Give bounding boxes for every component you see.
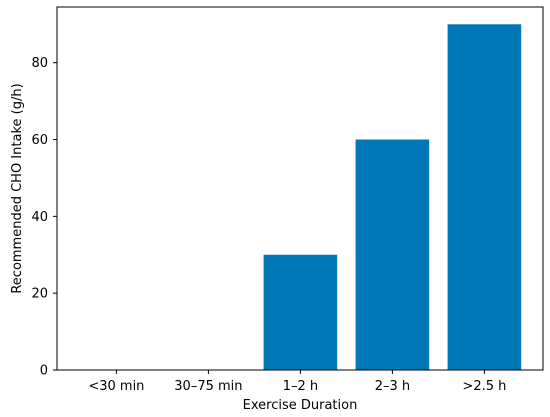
y-axis-ticks: 0 20 40 60 80 bbox=[31, 56, 57, 379]
bar-5 bbox=[447, 24, 522, 370]
y-tick-label: 80 bbox=[31, 56, 48, 71]
plot-frame bbox=[56, 6, 544, 371]
bar-4 bbox=[355, 139, 430, 370]
x-tick-label: >2.5 h bbox=[462, 379, 506, 394]
y-axis-label: Recommended CHO Intake (g/h) bbox=[10, 83, 25, 293]
bar-3 bbox=[263, 254, 338, 370]
x-tick-label: 1–2 h bbox=[283, 379, 318, 394]
x-axis-ticks: <30 min 30–75 min 1–2 h 2–3 h >2.5 h bbox=[88, 370, 506, 394]
y-tick-label: 60 bbox=[31, 133, 48, 148]
x-tick-label: 2–3 h bbox=[375, 379, 410, 394]
x-tick-label: 30–75 min bbox=[174, 379, 242, 394]
x-tick-label: <30 min bbox=[88, 379, 144, 394]
x-axis-label: Exercise Duration bbox=[243, 398, 358, 413]
y-tick-label: 0 bbox=[40, 364, 48, 379]
y-tick-label: 20 bbox=[31, 287, 48, 302]
y-tick-label: 40 bbox=[31, 210, 48, 225]
bars-group bbox=[263, 24, 522, 370]
